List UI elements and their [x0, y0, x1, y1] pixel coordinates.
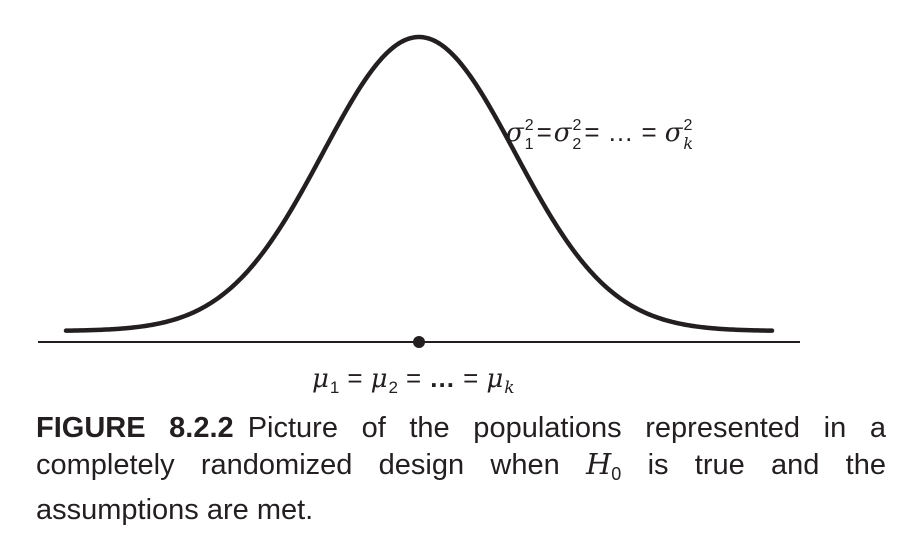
population-diagram: σ2 1 =σ2 2 =… = σ2 k μ1 = μ2 =… = μk — [38, 34, 800, 398]
mu-k: μ — [486, 364, 503, 394]
figure-caption: FIGURE 8.2.2 Picture of the populations r… — [36, 410, 886, 528]
mu-ellipsis: … — [429, 363, 455, 393]
mu-2: μ — [371, 364, 388, 394]
caption-text-before: Picture of the populations represented i… — [36, 412, 886, 481]
sigma-1: σ — [506, 118, 525, 148]
mu-eq-2: = — [406, 363, 421, 393]
mu-2-sub: 2 — [388, 378, 397, 397]
sigma-k: σ — [665, 118, 684, 148]
h-symbol: H — [586, 447, 612, 481]
mean-equality-label: μ1 = μ2 =… = μk — [312, 363, 515, 398]
sigma-k-sup: 2 — [683, 117, 692, 134]
mu-eq-3: = — [463, 363, 478, 393]
mu-k-sub: k — [504, 378, 514, 398]
sigma-1-sub: 1 — [525, 136, 534, 153]
sigma-k-sub: k — [683, 134, 693, 153]
sigma-2: σ — [554, 118, 573, 148]
ellipsis-1: … — [608, 117, 634, 147]
mu-eq-1: = — [347, 363, 362, 393]
mu-1: μ — [312, 364, 329, 394]
mean-point — [413, 336, 425, 348]
mu-1-sub: 1 — [330, 378, 339, 397]
normal-distribution-curve — [63, 34, 775, 333]
caption-text-after: is true and the assumptions are met. — [36, 449, 886, 526]
sigma-1-sup: 2 — [525, 117, 534, 134]
eq-1: = — [537, 117, 552, 147]
sigma-2-sup: 2 — [573, 117, 582, 134]
h-subscript: 0 — [611, 464, 622, 484]
eq-2: = — [584, 117, 599, 147]
eq-3: = — [642, 117, 657, 147]
sigma-2-sub: 2 — [572, 136, 581, 153]
variance-equality-label: σ2 1 =σ2 2 =… = σ2 k — [506, 117, 693, 153]
figure-number: FIGURE 8.2.2 — [36, 412, 234, 444]
